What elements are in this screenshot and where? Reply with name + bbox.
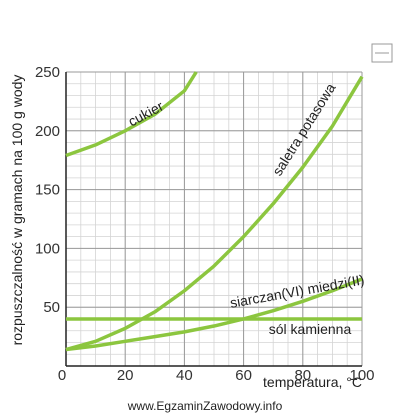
y-tick-label: 200 — [35, 123, 60, 140]
x-tick-label: 80 — [294, 367, 311, 384]
y-tick-label: 250 — [35, 64, 60, 81]
x-axis-label: temperatura, °C — [263, 374, 362, 390]
series-label: cukier — [125, 98, 166, 130]
series-label: sól kamienna — [269, 321, 352, 337]
x-tick-label: 20 — [117, 367, 134, 384]
x-tick-label: 100 — [349, 367, 374, 384]
y-tick-label: 100 — [35, 240, 60, 257]
x-tick-label: 60 — [235, 367, 252, 384]
series-line — [65, 277, 363, 352]
watermark: www.EgzaminZawodowy.info — [127, 399, 283, 413]
y-tick-label: 50 — [43, 299, 60, 316]
logo — [371, 43, 393, 63]
series-line — [65, 75, 364, 352]
x-tick-label: 0 — [58, 367, 66, 384]
y-axis-label: rozpuszczalność w gramach na 100 g wody — [9, 75, 25, 346]
series-line — [65, 71, 198, 158]
y-tick-label: 150 — [35, 182, 60, 199]
x-tick-label: 40 — [176, 367, 193, 384]
